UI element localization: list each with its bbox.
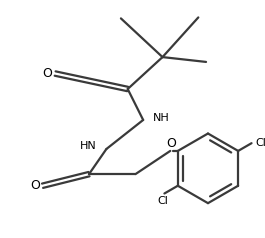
Text: O: O	[30, 179, 40, 192]
Text: O: O	[166, 137, 176, 150]
Text: O: O	[42, 67, 52, 80]
Text: Cl: Cl	[256, 138, 265, 148]
Text: NH: NH	[153, 113, 170, 123]
Text: Cl: Cl	[157, 196, 168, 206]
Text: HN: HN	[80, 141, 97, 151]
